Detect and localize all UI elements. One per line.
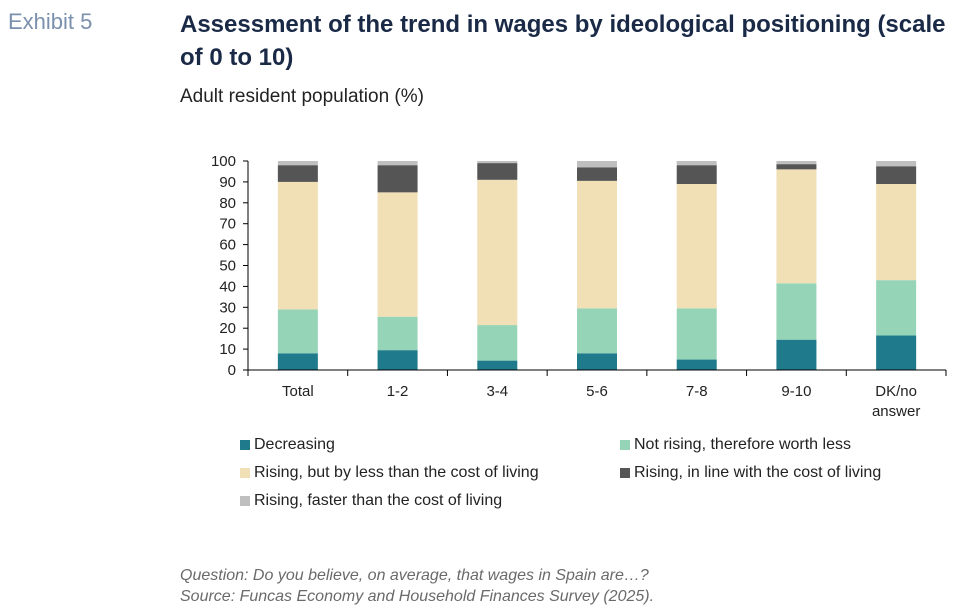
legend-swatch [240,496,250,506]
bar-segment [277,181,318,310]
bar-segment [876,335,917,370]
legend-label: Rising, but by less than the cost of liv… [254,464,539,481]
legend-item: Rising, in line with the cost of living [620,464,881,482]
y-tick-label: 50 [219,258,236,275]
bar-segment [676,161,717,166]
legend-swatch [620,468,630,478]
x-tick-label: 3-4 [486,383,508,400]
bar-segment [676,308,717,360]
chart-title: Assessment of the trend in wages by ideo… [180,11,946,71]
bar-segment [776,339,817,370]
y-tick-label: 70 [219,216,236,233]
bar-segment [477,360,518,370]
bar-segment [876,161,917,167]
bar-segment [377,316,418,351]
legend-label: Rising, faster than the cost of living [254,492,503,509]
legend-label: Decreasing [254,436,335,453]
bar-segment [277,165,318,182]
legend-swatch [620,440,630,450]
stacked-bar-chart: 0 10 20 30 40 50 60 70 80 90 100 Total 1-2 3-4 5-6 7-8 9… [211,153,947,420]
y-tick-label: 90 [219,174,236,191]
x-tick-label: DK/no [875,383,917,400]
legend-item: Rising, but by less than the cost of liv… [240,464,539,482]
bar-segment [477,325,518,361]
bar-segment [876,183,917,281]
bar-segment [776,161,817,165]
y-tick-label: 40 [219,278,236,295]
x-tick-label: 5-6 [586,383,608,400]
bar-segment [277,353,318,370]
legend-swatch [240,468,250,478]
x-tick-label: 1-2 [387,383,409,400]
bar-segment [676,183,717,309]
legend-label: Not rising, therefore worth less [634,436,851,453]
legend-label: Rising, in line with the cost of living [634,464,882,481]
exhibit-label: Exhibit 5 [8,9,93,34]
bar-segment [577,180,617,309]
footnote: Question: Do you believe, on average, th… [180,565,654,607]
y-tick-label: 80 [219,195,236,212]
y-tick-label: 60 [219,237,236,254]
legend-swatch [240,440,250,450]
bar-segment [277,161,318,166]
y-tick-label: 20 [219,320,236,337]
bar-segment [776,283,817,340]
bar-segment [377,165,418,193]
y-tick-label: 10 [219,341,236,358]
bar-segment [676,165,717,184]
bar-segment [577,308,617,354]
bar-segment [876,280,917,336]
bar-segment [776,164,817,170]
x-tick-label: Total [282,383,314,400]
bar-segment [776,169,817,284]
bar-segment [477,179,518,326]
bar-segment [477,161,518,164]
y-tick-label: 100 [211,153,236,170]
bar-segment [676,359,717,370]
legend-item: Decreasing [240,436,335,454]
legend-item: Not rising, therefore worth less [620,436,851,454]
chart-subtitle: Adult resident population (%) [180,86,424,107]
bar-segment [577,353,617,370]
x-tick-label: 9-10 [781,383,811,400]
bar-segment [577,167,617,181]
bar-segment [277,309,318,354]
footnote-question: Question: Do you believe, on average, th… [180,567,649,584]
bar-segment [377,192,418,317]
y-tick-label: 30 [219,299,236,316]
bar-segment [876,166,917,184]
footnote-source: Source: Funcas Economy and Household Fin… [180,588,655,605]
x-tick-label: answer [872,403,920,420]
y-tick-label: 0 [228,362,236,379]
bar-segment [377,161,418,166]
legend-item: Rising, faster than the cost of living [240,492,502,510]
x-tick-label: 7-8 [686,383,708,400]
bar-segment [477,163,518,180]
bar-segment [577,161,617,168]
bar-segment [377,350,418,370]
